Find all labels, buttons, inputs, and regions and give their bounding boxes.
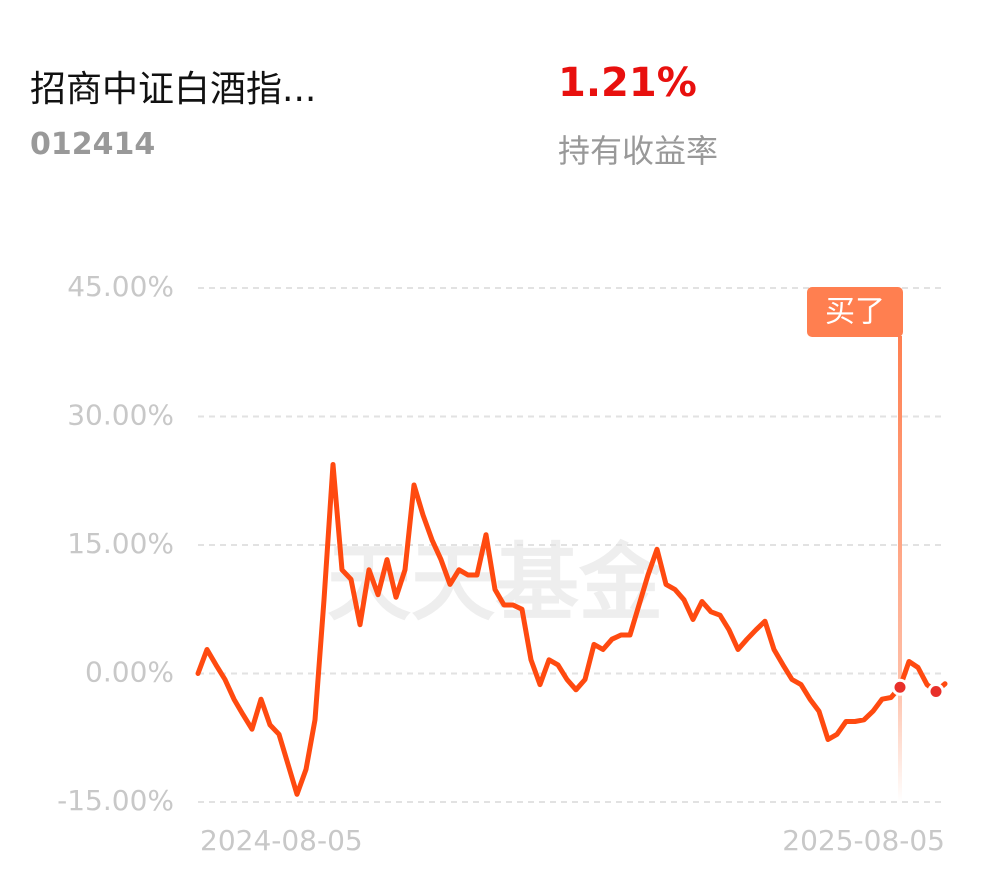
marked-point bbox=[927, 682, 945, 700]
return-value: 1.21% bbox=[558, 60, 697, 106]
return-label: 持有收益率 bbox=[558, 132, 719, 170]
y-tick-label: 15.00% bbox=[67, 527, 174, 560]
x-tick-label: 2024-08-05 bbox=[200, 824, 363, 857]
fund-code: 012414 bbox=[30, 127, 156, 162]
fund-name: 招商中证白酒指... bbox=[30, 69, 317, 110]
y-tick-label: 0.00% bbox=[85, 656, 174, 689]
annotation-text: 买了 bbox=[825, 295, 885, 330]
annotation-line bbox=[898, 336, 902, 802]
marked-point bbox=[891, 678, 909, 696]
y-tick-label: 45.00% bbox=[67, 270, 174, 303]
x-tick-label: 2025-08-05 bbox=[782, 824, 945, 857]
y-tick-label: -15.00% bbox=[57, 784, 174, 817]
line bbox=[195, 462, 948, 797]
annotation-box bbox=[807, 287, 903, 337]
y-tick-label: 30.00% bbox=[67, 399, 174, 432]
